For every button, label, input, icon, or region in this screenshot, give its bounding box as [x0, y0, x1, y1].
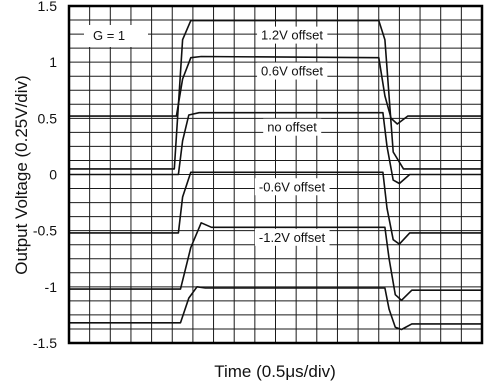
trace-line-3	[69, 111, 482, 185]
series-label-3: no offset	[263, 118, 322, 136]
series-label-text: -0.6V offset	[259, 179, 326, 194]
traces	[69, 19, 482, 331]
y-tick-label: 1.5	[38, 0, 58, 14]
series-label-background	[257, 26, 328, 44]
trace-line-2	[69, 55, 482, 125]
series-label-1: 1.2V offset	[257, 26, 328, 44]
series-label-background	[254, 228, 330, 246]
y-tick-label: 0.5	[38, 110, 58, 126]
series-labels: 1.2V offset 0.6V offset no offset -0.6V off…	[254, 26, 330, 246]
x-axis-title: Time (0.5μs/div)	[214, 362, 336, 381]
gain-label: G = 1	[93, 28, 125, 43]
trace-line-6	[69, 285, 482, 331]
y-tick-labels: 1.5 1 0.5 0 -0.5 -1 -1.5	[33, 0, 57, 351]
series-label-text: 0.6V offset	[261, 64, 323, 79]
y-tick-label: -1.5	[33, 335, 57, 351]
y-tick-label: -1	[45, 279, 58, 295]
gain-label-background	[84, 25, 148, 47]
series-label-text: 1.2V offset	[261, 28, 323, 43]
y-tick-label: 1	[49, 54, 57, 70]
trace-line-1	[69, 19, 482, 170]
series-label-background	[257, 62, 328, 80]
series-label-background	[254, 178, 330, 196]
trace-line-4	[69, 171, 482, 245]
trace-line-5	[69, 222, 482, 302]
series-label-5: -1.2V offset	[254, 228, 330, 246]
series-label-4: -0.6V offset	[254, 178, 330, 196]
series-label-background	[263, 118, 322, 136]
y-tick-label: -0.5	[33, 223, 57, 239]
series-label-text: no offset	[267, 120, 317, 135]
series-label-2: 0.6V offset	[257, 62, 328, 80]
plot-frame	[67, 4, 484, 345]
y-tick-label: 0	[49, 167, 57, 183]
y-axis-title: Output Voltage (0.25V/div)	[12, 75, 31, 274]
grid	[69, 6, 482, 343]
series-label-text: -1.2V offset	[259, 230, 326, 245]
